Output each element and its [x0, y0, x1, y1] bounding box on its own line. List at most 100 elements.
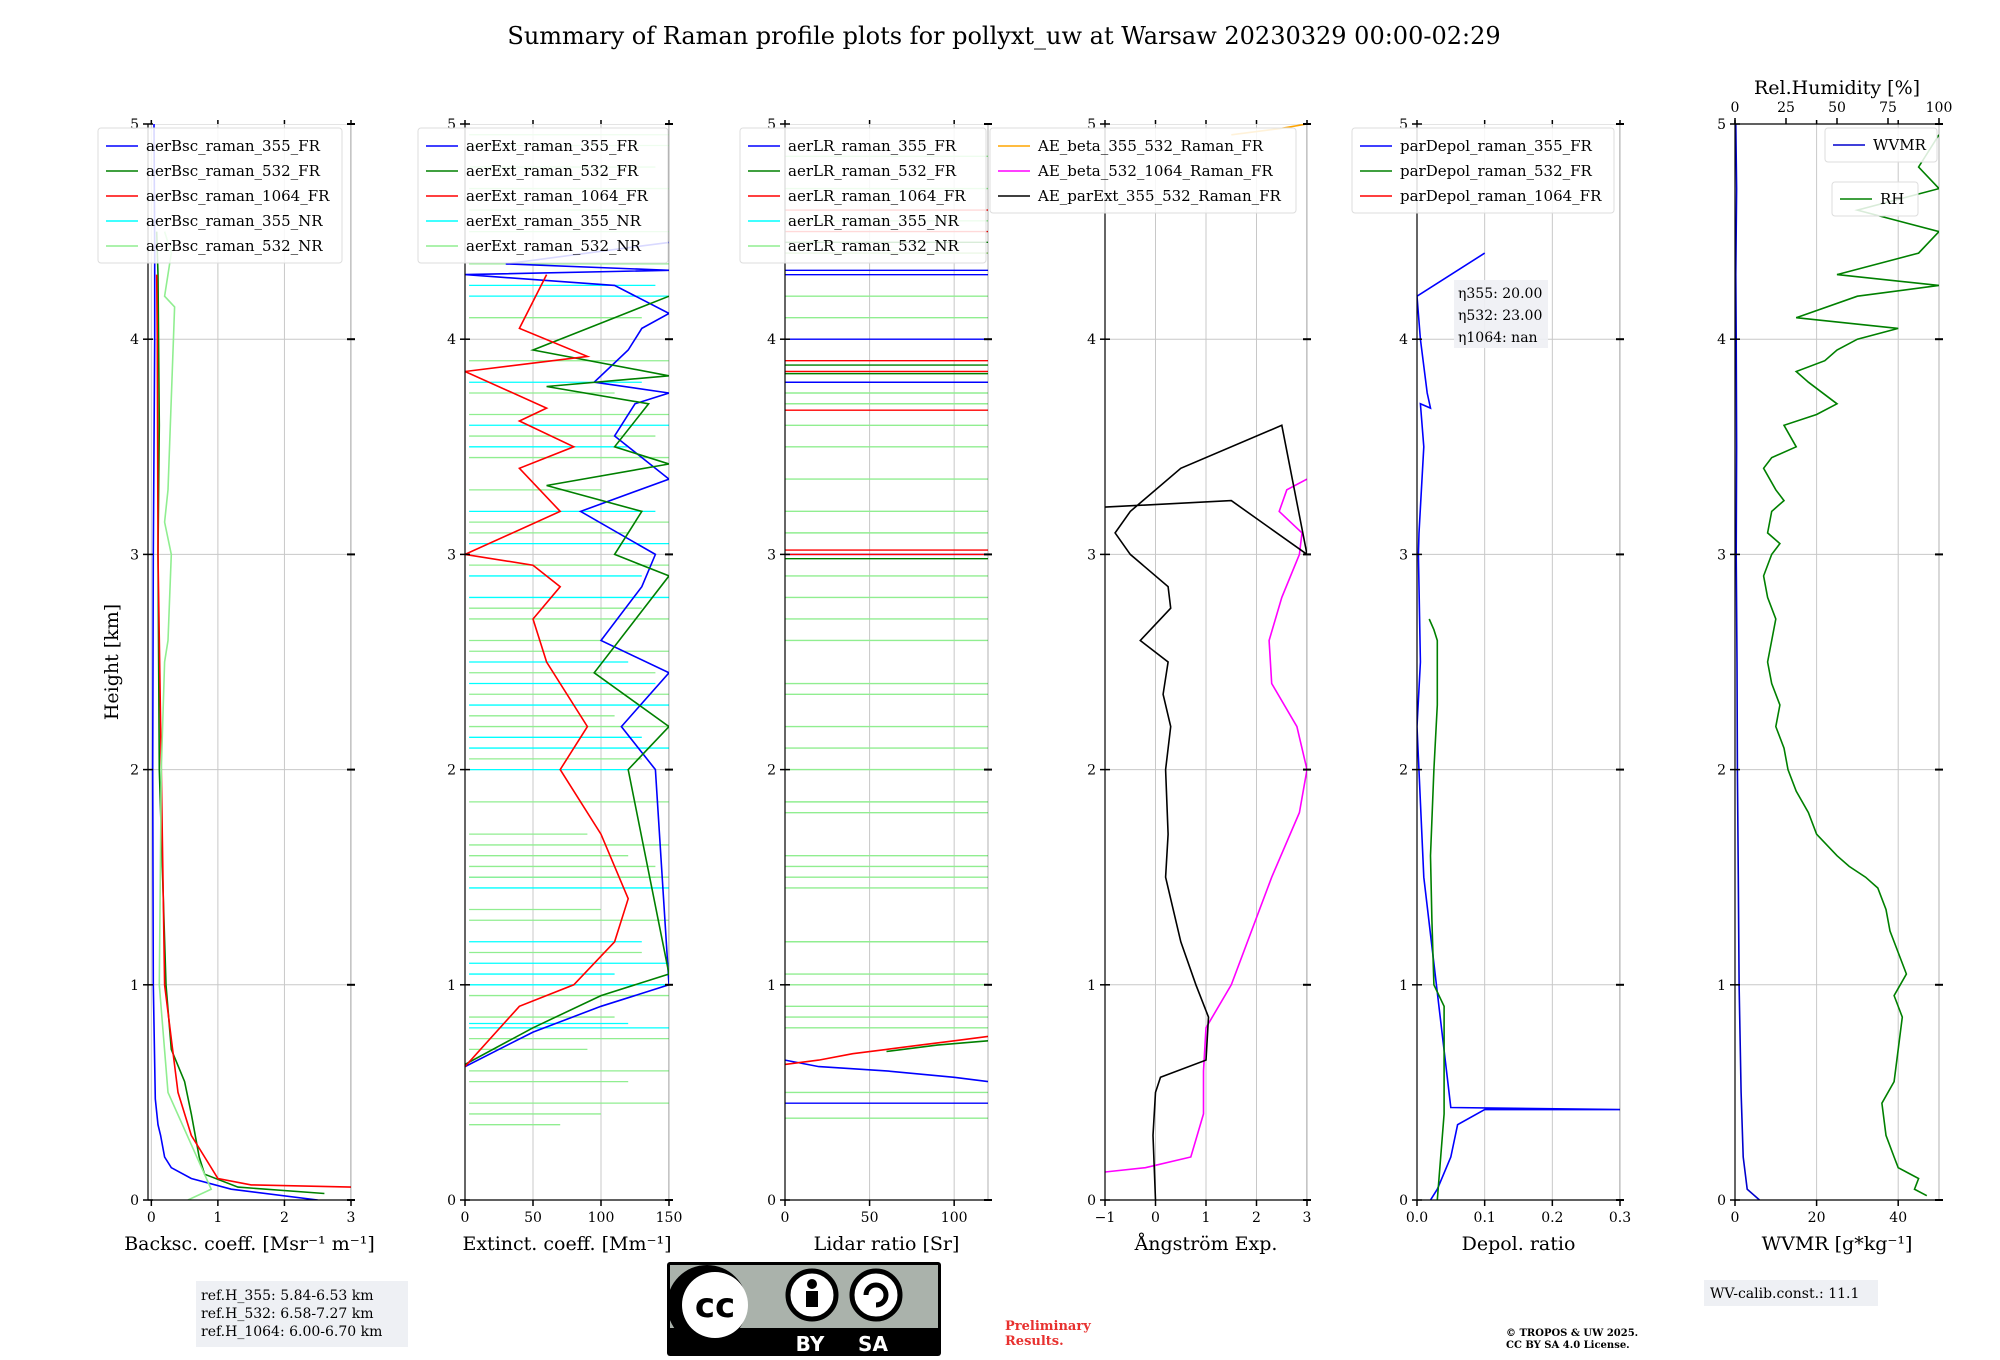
cc-icon — [682, 1272, 748, 1338]
y-tick-label: 5 — [447, 117, 456, 133]
legend-wvmr: WVMR — [1824, 127, 1938, 163]
y-tick-label: 0 — [1399, 1193, 1408, 1209]
y-tick-label: 4 — [767, 332, 776, 348]
legend-ext: aerExt_raman_355_FR aerExt_raman_532_FRae… — [417, 127, 669, 264]
x-tick-label: 0 — [461, 1210, 470, 1226]
wv-calib-box: WV-calib.const.: 11.1 — [1704, 1280, 1878, 1306]
cc-glyph: cc — [695, 1286, 735, 1326]
panel-ext: 0 50 100 150 0 1 2 3 4 5 Extinct. coeff. [Mm⁻¹] aer… — [417, 117, 683, 1255]
series-aerBsc_raman_355_FR — [151, 124, 318, 1200]
plot-area-ext — [465, 124, 669, 1200]
ref-h-1064: ref.H_1064: 6.00-6.70 km — [201, 1324, 382, 1340]
legend-label: aerLR_raman_532_FR — [788, 162, 957, 180]
legend-label: aerLR_raman_532_NR — [788, 237, 959, 255]
series-WVMR — [1735, 124, 1761, 1200]
y-tick-label: 3 — [130, 547, 139, 563]
series-aerBsc_raman_532_FR — [155, 231, 325, 1195]
legend-bg — [989, 127, 1297, 214]
legend-label: aerLR_raman_355_FR — [788, 137, 957, 155]
figure-title: Summary of Raman profile plots for polly… — [507, 22, 1500, 50]
y-tick-label: 1 — [1087, 978, 1096, 994]
y-tick-label: 4 — [1087, 332, 1096, 348]
x-axis-label: Ångström Exp. — [1134, 1233, 1278, 1255]
y-tick-label: 2 — [767, 763, 776, 779]
legend-label: parDepol_raman_1064_FR — [1400, 187, 1602, 205]
y-tick-label: 2 — [130, 763, 139, 779]
x-tick-label: 3 — [1303, 1210, 1312, 1226]
legend-label: aerBsc_raman_532_FR — [146, 162, 321, 180]
y-tick-label: 2 — [1087, 763, 1096, 779]
x-tick-label: 0 — [1731, 1210, 1740, 1226]
legend-label: aerBsc_raman_355_NR — [146, 212, 323, 230]
x-tick-label: 100 — [941, 1210, 968, 1226]
series-AE_parExt_355_532_Raman_FR — [1105, 424, 1307, 1200]
annotation-bg — [1454, 280, 1548, 348]
x2-tick-label: 75 — [1879, 100, 1897, 116]
legend-label: WVMR — [1873, 136, 1927, 154]
y-tick-label: 5 — [1087, 117, 1096, 133]
y-tick-label: 0 — [1087, 1193, 1096, 1209]
x-tick-label: 1 — [1202, 1210, 1211, 1226]
preliminary-note-1: Preliminary — [1005, 1319, 1091, 1334]
x-tick-label: 1 — [213, 1210, 222, 1226]
legend-label: AE_beta_355_532_Raman_FR — [1037, 137, 1264, 155]
y-tick-label: 1 — [447, 978, 456, 994]
y-tick-label: 3 — [1399, 547, 1408, 563]
legend-bg — [739, 127, 987, 264]
y-tick-label: 1 — [130, 978, 139, 994]
legend-label: RH — [1880, 190, 1904, 208]
ref-h-532: ref.H_532: 6.58-7.27 km — [201, 1306, 374, 1322]
copyright-line-2: CC BY SA 4.0 License. — [1506, 1340, 1630, 1351]
legend-label: aerExt_raman_355_FR — [466, 137, 639, 155]
series-aerLR_raman_355_FR — [785, 1059, 988, 1083]
x-tick-label: 0 — [1151, 1210, 1160, 1226]
y-tick-label: 4 — [1399, 332, 1408, 348]
legend-depol: parDepol_raman_355_FR parDepol_raman_532_… — [1351, 127, 1615, 214]
reference-height-box: ref.H_355: 5.84-6.53 km ref.H_532: 6.58-… — [196, 1281, 408, 1347]
panels: 0 1 2 3 0 1 2 3 4 5 Backsc. coeff. [Msr⁻¹ m⁻¹] Heig… — [97, 77, 1953, 1255]
plot-area-wv — [1735, 124, 1939, 1200]
series-aerLR_raman_1064_FR — [785, 1035, 988, 1066]
legend-label: parDepol_raman_355_FR — [1400, 137, 1593, 155]
legend-bg — [1351, 127, 1615, 214]
legend-label: aerBsc_raman_1064_FR — [146, 187, 330, 205]
y-tick-label: 4 — [1717, 332, 1726, 348]
legend-label: parDepol_raman_532_FR — [1400, 162, 1593, 180]
legend-label: aerBsc_raman_355_FR — [146, 137, 321, 155]
legend-lr: aerLR_raman_355_FR aerLR_raman_532_FR aerL… — [739, 127, 987, 264]
x-axis-label: Extinct. coeff. [Mm⁻¹] — [462, 1233, 671, 1255]
x2-tick-label: 0 — [1731, 100, 1740, 116]
legend-label: aerBsc_raman_532_NR — [146, 237, 323, 255]
y-axis-label: Height [km] — [101, 604, 123, 720]
x2-tick-label: 100 — [1926, 100, 1953, 116]
y-tick-label: 3 — [1717, 547, 1726, 563]
y-tick-label: 4 — [447, 332, 456, 348]
x-tick-label: 0 — [781, 1210, 790, 1226]
series-RH — [1762, 134, 1939, 1197]
x-axis-label: Lidar ratio [Sr] — [814, 1233, 960, 1255]
y-tick-label: 1 — [1717, 978, 1726, 994]
legend-bg — [97, 127, 343, 264]
x-axis-label: Depol. ratio — [1462, 1233, 1576, 1255]
sa-arrow — [863, 1282, 889, 1308]
by-person-head — [807, 1279, 817, 1289]
series-parDepol_raman_355_FR — [1417, 252, 1620, 1200]
x-tick-label: 0.0 — [1406, 1210, 1428, 1226]
legend-label: aerExt_raman_355_NR — [466, 212, 642, 230]
y-tick-label: 0 — [1717, 1193, 1726, 1209]
x-tick-label: 20 — [1808, 1210, 1826, 1226]
legend-label: AE_beta_532_1064_Raman_FR — [1037, 162, 1273, 180]
cc-license-badge: cc BY SA — [667, 1262, 941, 1356]
x-tick-label: 40 — [1889, 1210, 1907, 1226]
legend-rh: RH — [1831, 181, 1919, 217]
x-tick-label: 0.3 — [1609, 1210, 1631, 1226]
x-tick-label: 50 — [861, 1210, 879, 1226]
series-aerExt_raman_355_FR — [465, 241, 669, 1068]
sa-icon — [849, 1268, 903, 1322]
y-tick-label: 1 — [767, 978, 776, 994]
preliminary-note-2: Results. — [1005, 1334, 1064, 1349]
y-tick-label: 0 — [130, 1193, 139, 1209]
copyright-line-1: © TROPOS & UW 2025. — [1506, 1328, 1638, 1339]
x-tick-label: 150 — [656, 1210, 683, 1226]
